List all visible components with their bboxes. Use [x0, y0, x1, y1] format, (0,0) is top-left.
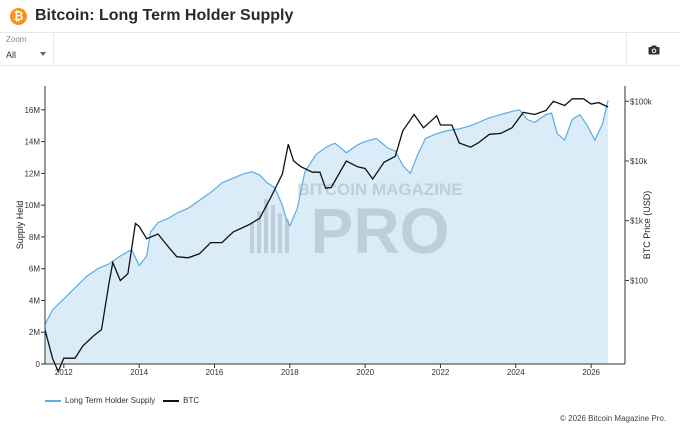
y-left-tick-label: 8M	[29, 233, 40, 242]
y-right-tick-label: $1k	[630, 217, 644, 226]
plot-area: BITCOIN MAGAZINE PRO	[44, 86, 625, 374]
camera-icon	[648, 45, 659, 54]
screenshot-button[interactable]	[626, 33, 680, 66]
legend-swatch-btc	[163, 399, 180, 402]
watermark-bar	[271, 205, 275, 253]
legend: Long Term Holder Supply BTC	[45, 396, 207, 405]
watermark-line1: BITCOIN MAGAZINE	[297, 180, 462, 199]
chart-area: BITCOIN MAGAZINE PRO 2012 2014 2016 2018 202…	[15, 86, 653, 377]
y-right-tick-label: $100	[630, 276, 648, 285]
y-axis-title-right: BTC Price (USD)	[642, 191, 652, 260]
axes: 2012 2014 2016 2018 2020 2022 2024 2026 0 2M 4M 6M 8…	[24, 86, 653, 377]
legend-label-btc: BTC	[183, 396, 200, 405]
x-tick-label: 2014	[130, 368, 148, 377]
y-right-tick-label: $10k	[630, 157, 648, 166]
y-left-tick-label: 10M	[24, 201, 40, 210]
legend-item-btc[interactable]: BTC	[163, 396, 199, 405]
x-tick-label: 2016	[206, 368, 224, 377]
supply-line	[44, 100, 609, 325]
watermark-line2: PRO	[311, 195, 450, 267]
y-left-tick-label: 0	[36, 360, 41, 369]
watermark: BITCOIN MAGAZINE PRO	[250, 180, 463, 267]
y-left-tick-label: 14M	[24, 138, 40, 147]
watermark-bar	[264, 199, 268, 253]
btc-line	[44, 98, 609, 374]
toolbar: Zoom All	[0, 32, 680, 66]
header: ₿ Bitcoin: Long Term Holder Supply	[0, 0, 680, 32]
y-left-tick-label: 6M	[29, 265, 40, 274]
y-left-tick-label: 2M	[29, 328, 40, 337]
legend-item-supply[interactable]: Long Term Holder Supply	[45, 396, 155, 405]
watermark-bar	[250, 223, 254, 253]
watermark-bars-icon	[250, 199, 289, 253]
zoom-label: Zoom	[6, 35, 27, 44]
watermark-bar	[278, 213, 282, 253]
page-title: Bitcoin: Long Term Holder Supply	[35, 7, 294, 24]
y-right-tick-label: $100k	[630, 97, 653, 106]
zoom-value: All	[6, 50, 17, 60]
x-tick-label: 2020	[356, 368, 374, 377]
x-tick-label: 2024	[507, 368, 525, 377]
x-tick-label: 2012	[55, 368, 73, 377]
y-axis-title-left: Supply Held	[15, 201, 25, 250]
legend-label-supply: Long Term Holder Supply	[65, 396, 156, 405]
x-tick-label: 2026	[582, 368, 600, 377]
x-tick-label: 2022	[432, 368, 450, 377]
copyright-credit: © 2026 Bitcoin Magazine Pro.	[560, 414, 666, 423]
y-left-tick-label: 16M	[24, 106, 40, 115]
supply-area-fill	[45, 100, 609, 365]
zoom-select[interactable]: Zoom All	[0, 33, 54, 66]
legend-swatch-supply	[45, 399, 61, 402]
y-left-tick-label: 12M	[24, 169, 40, 178]
bitcoin-logo-icon: ₿	[10, 7, 27, 25]
chevron-down-icon	[40, 52, 46, 56]
watermark-bar	[257, 211, 261, 253]
y-left-tick-label: 4M	[29, 296, 40, 305]
x-tick-label: 2018	[281, 368, 299, 377]
watermark-bar	[285, 219, 289, 253]
